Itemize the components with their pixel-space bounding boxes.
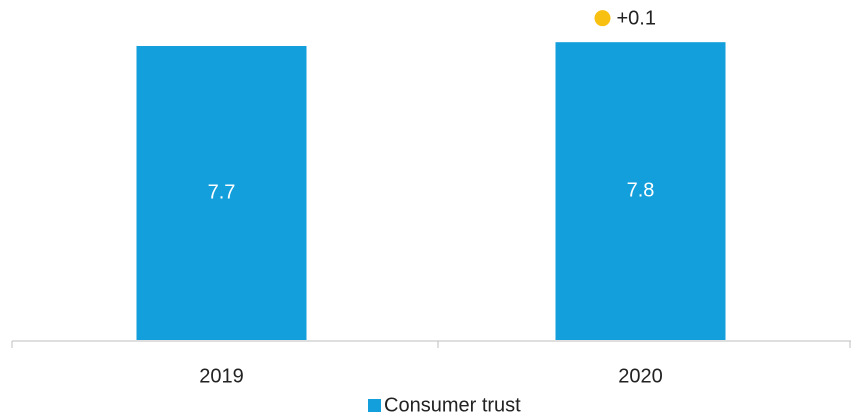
legend-label: Consumer trust	[384, 394, 521, 416]
bar	[136, 46, 307, 340]
legend-swatch	[368, 399, 381, 412]
annotation: +0.1	[617, 7, 656, 29]
x-tick-label: 2020	[618, 365, 663, 387]
annotation-dot	[594, 10, 611, 27]
bar	[555, 42, 726, 340]
data-label: 7.8	[627, 179, 655, 201]
data-label: 7.7	[208, 181, 236, 203]
x-tick-label: 2019	[199, 365, 244, 387]
